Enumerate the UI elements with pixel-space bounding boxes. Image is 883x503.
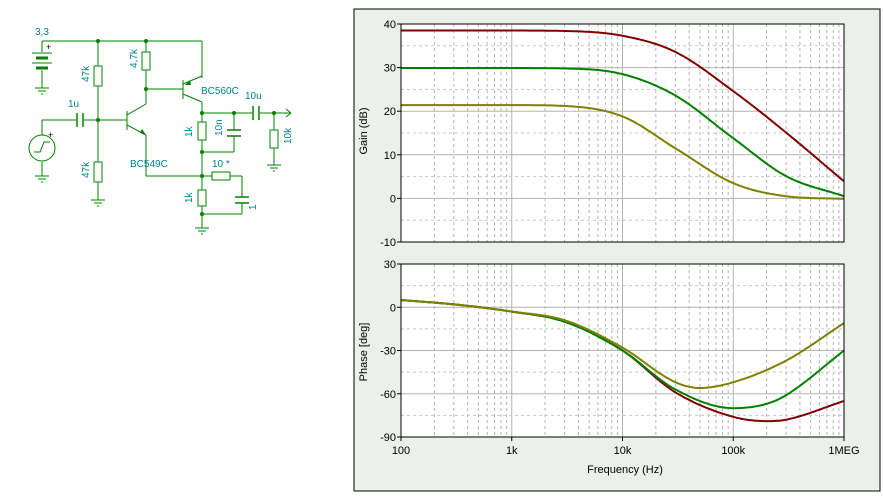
gain-axis-label: Gain (dB)	[358, 107, 370, 154]
r-emitter-lower-label: 1k	[184, 191, 195, 203]
resistor-bottom-left	[93, 161, 103, 183]
x-tick-label: 10k	[614, 445, 632, 457]
x-tick-label: 1MEG	[828, 445, 859, 457]
x-tick-label: 100	[392, 445, 410, 457]
y-tick-label: 30	[384, 259, 396, 271]
q1-label: BC549C	[130, 159, 168, 170]
output-cap-label: 10u	[245, 91, 262, 102]
y-tick-label: 10	[384, 150, 396, 162]
plot-frame	[400, 23, 845, 243]
resistor-emitter-lower	[197, 189, 207, 207]
y-tick-label: 40	[384, 19, 396, 31]
cap-1-label: 1	[248, 204, 259, 210]
ground-symbols	[35, 87, 281, 235]
q1-emitter-arrow	[140, 129, 146, 135]
battery-symbol	[32, 52, 52, 88]
source-plus-sign: +	[48, 130, 53, 140]
x-tick-label: 1k	[506, 445, 518, 457]
r-bottom-left-label: 47k	[81, 161, 92, 178]
y-tick-label: -90	[380, 432, 396, 444]
phase-axis-label: Phase [deg]	[358, 323, 370, 382]
y-tick-label: 30	[384, 63, 396, 75]
r-emitter-upper-label: 1k	[184, 125, 195, 137]
input-cap-label: 1u	[68, 99, 79, 110]
resistor-feedback	[211, 171, 231, 181]
ac-source-icon	[28, 134, 56, 162]
y-tick-label: 20	[384, 106, 396, 118]
r-collector-label: 4,7k	[129, 48, 140, 68]
cap-10n-label: 10n	[214, 119, 225, 136]
y-tick-label: -30	[380, 346, 396, 358]
resistor-emitter-upper	[197, 121, 207, 141]
series-line-1	[401, 29, 845, 183]
schematic-junctions	[96, 39, 276, 216]
series-line-3	[401, 104, 844, 200]
y-tick-label: -10	[380, 237, 396, 249]
resistor-top-left	[93, 65, 103, 87]
y-tick-label: -60	[380, 389, 396, 401]
resistor-load	[269, 129, 279, 149]
transistor-arrows	[140, 80, 191, 135]
schematic-resistors	[93, 51, 279, 207]
r-feedback-label: 10 *	[212, 159, 230, 170]
frequency-axis-label: Frequency (Hz)	[587, 464, 663, 476]
y-tick-label: 0	[390, 193, 396, 205]
schematic-capacitors	[76, 106, 260, 204]
supply-plus-sign: +	[46, 42, 51, 52]
circuit-schematic: 3,3 + + 1u 47k 47k 4,7k BC549C BC560C 10…	[28, 27, 294, 235]
q2-emitter-arrow	[185, 80, 191, 85]
r-load-label: 10k	[283, 127, 294, 144]
resistor-collector	[141, 51, 151, 71]
gain-plot: 40 30 20 10 0 -10	[380, 19, 845, 249]
q2-label: BC560C	[201, 86, 239, 97]
x-tick-label: 100k	[721, 445, 745, 457]
series-line-3	[400, 299, 845, 389]
series-line-2	[401, 67, 845, 198]
supply-voltage-label: 3,3	[35, 27, 49, 38]
y-tick-label: 0	[390, 302, 396, 314]
r-top-left-label: 47k	[81, 65, 92, 82]
